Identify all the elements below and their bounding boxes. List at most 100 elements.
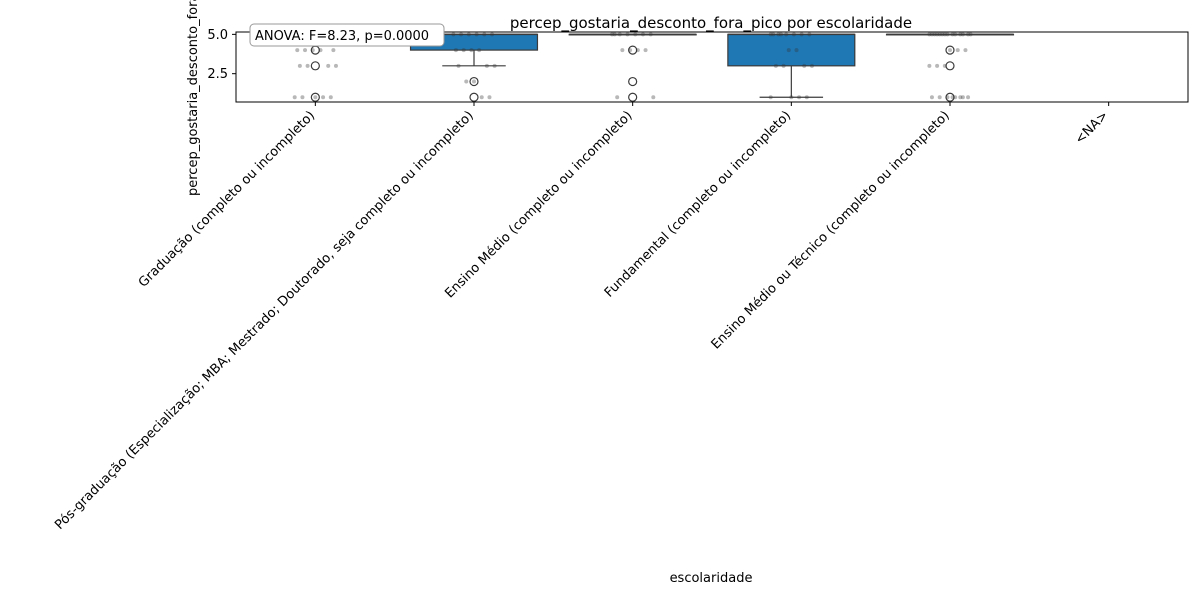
box-iqr (727, 33, 856, 67)
axes-frame (235, 31, 1189, 103)
strip-point (492, 63, 497, 68)
strip-point (794, 48, 799, 53)
y-axis-label: percep_gostaria_desconto_fora_pico (186, 0, 201, 196)
strip-point (791, 32, 796, 37)
strip-point (929, 32, 934, 37)
strip-point (620, 48, 625, 53)
annotation-box (249, 23, 445, 47)
strip-point (807, 32, 812, 37)
strip-point (615, 95, 620, 100)
y-axis-ticks: 2.5 5.0 (207, 28, 236, 82)
strip-point (633, 32, 638, 37)
strip-point (292, 95, 297, 100)
strip-point (651, 95, 656, 100)
x-tick-label: Ensino Médio (completo ou incompleto) (442, 108, 635, 301)
strip-point (466, 32, 471, 37)
strip-point (459, 32, 464, 37)
box-group (885, 33, 1015, 102)
strip-point (297, 63, 302, 68)
strip-point (318, 48, 323, 53)
strip-point (648, 32, 653, 37)
box-group (568, 33, 697, 102)
strip-point (784, 32, 789, 37)
strip-point (331, 48, 336, 53)
strip-point (927, 32, 932, 37)
strip-point (929, 95, 934, 100)
strip-point (469, 48, 474, 53)
strip-point (326, 63, 331, 68)
strip-point (610, 32, 615, 37)
strip-point (305, 63, 310, 68)
strip-point (328, 95, 333, 100)
strip-point (927, 63, 932, 68)
strip-point (802, 63, 807, 68)
strip-point (953, 32, 958, 37)
x-axis-ticks: Graduação (completo ou incompleto)Pós-gr… (52, 102, 1111, 533)
outlier-marker (628, 45, 638, 55)
strip-point (804, 95, 809, 100)
strip-point (768, 32, 773, 37)
strip-point (310, 48, 315, 53)
strip-point (295, 48, 300, 53)
strip-point (958, 95, 963, 100)
strip-point (953, 95, 958, 100)
strip-point (635, 48, 640, 53)
x-axis-label: escolaridade (670, 571, 753, 586)
strip-point (958, 32, 963, 37)
strip-point (628, 48, 633, 53)
strip-point (932, 32, 937, 37)
strip-point (303, 48, 308, 53)
strip-point (942, 63, 947, 68)
strip-point (966, 32, 971, 37)
strip-point (484, 63, 489, 68)
plot-area (251, 32, 1015, 102)
strip-point (300, 95, 305, 100)
strip-point (461, 48, 466, 53)
strip-point (479, 95, 484, 100)
strip-point (960, 95, 965, 100)
strip-point (490, 32, 495, 37)
strip-point (313, 95, 318, 100)
outlier-marker (945, 61, 955, 71)
outlier-marker (310, 92, 320, 102)
strip-point (966, 95, 971, 100)
strip-point (960, 32, 965, 37)
strip-point (453, 48, 458, 53)
strip-point (789, 95, 794, 100)
strip-point (612, 32, 617, 37)
strip-point (948, 48, 952, 53)
outlier-marker (945, 45, 955, 55)
strip-point (472, 79, 476, 84)
strip-point (963, 48, 968, 53)
strip-point (640, 32, 645, 37)
strip-point (487, 95, 492, 100)
x-tick-label: Graduação (completo ou incompleto) (136, 108, 318, 290)
x-tick-label: <NA> (1072, 108, 1111, 147)
strip-point (955, 48, 960, 53)
strip-point (464, 79, 469, 84)
outlier-marker (945, 92, 955, 102)
strip-point (333, 63, 338, 68)
strip-point (451, 32, 456, 37)
y-tick-label: 5.0 (207, 28, 228, 43)
strip-point (771, 32, 776, 37)
strip-point (945, 95, 950, 100)
outlier-marker (628, 76, 638, 87)
strip-point (776, 32, 781, 37)
strip-point (456, 63, 461, 68)
strip-point (786, 48, 791, 53)
x-tick-label: Ensino Médio ou Técnico (completo ou inc… (709, 108, 953, 352)
outlier-marker (469, 92, 479, 102)
strip-point (809, 63, 814, 68)
strip-point (617, 32, 622, 37)
outlier-marker (469, 76, 479, 87)
strip-point (945, 32, 950, 37)
box-group (727, 33, 856, 98)
strip-point (935, 63, 940, 68)
strip-point (950, 95, 955, 100)
strip-point (643, 48, 648, 53)
chart-title: percep_gostaria_desconto_fora_pico por e… (510, 14, 912, 33)
anova-annotation: ANOVA: F=8.23, p=0.0000 (249, 23, 445, 47)
strip-point (477, 48, 482, 53)
